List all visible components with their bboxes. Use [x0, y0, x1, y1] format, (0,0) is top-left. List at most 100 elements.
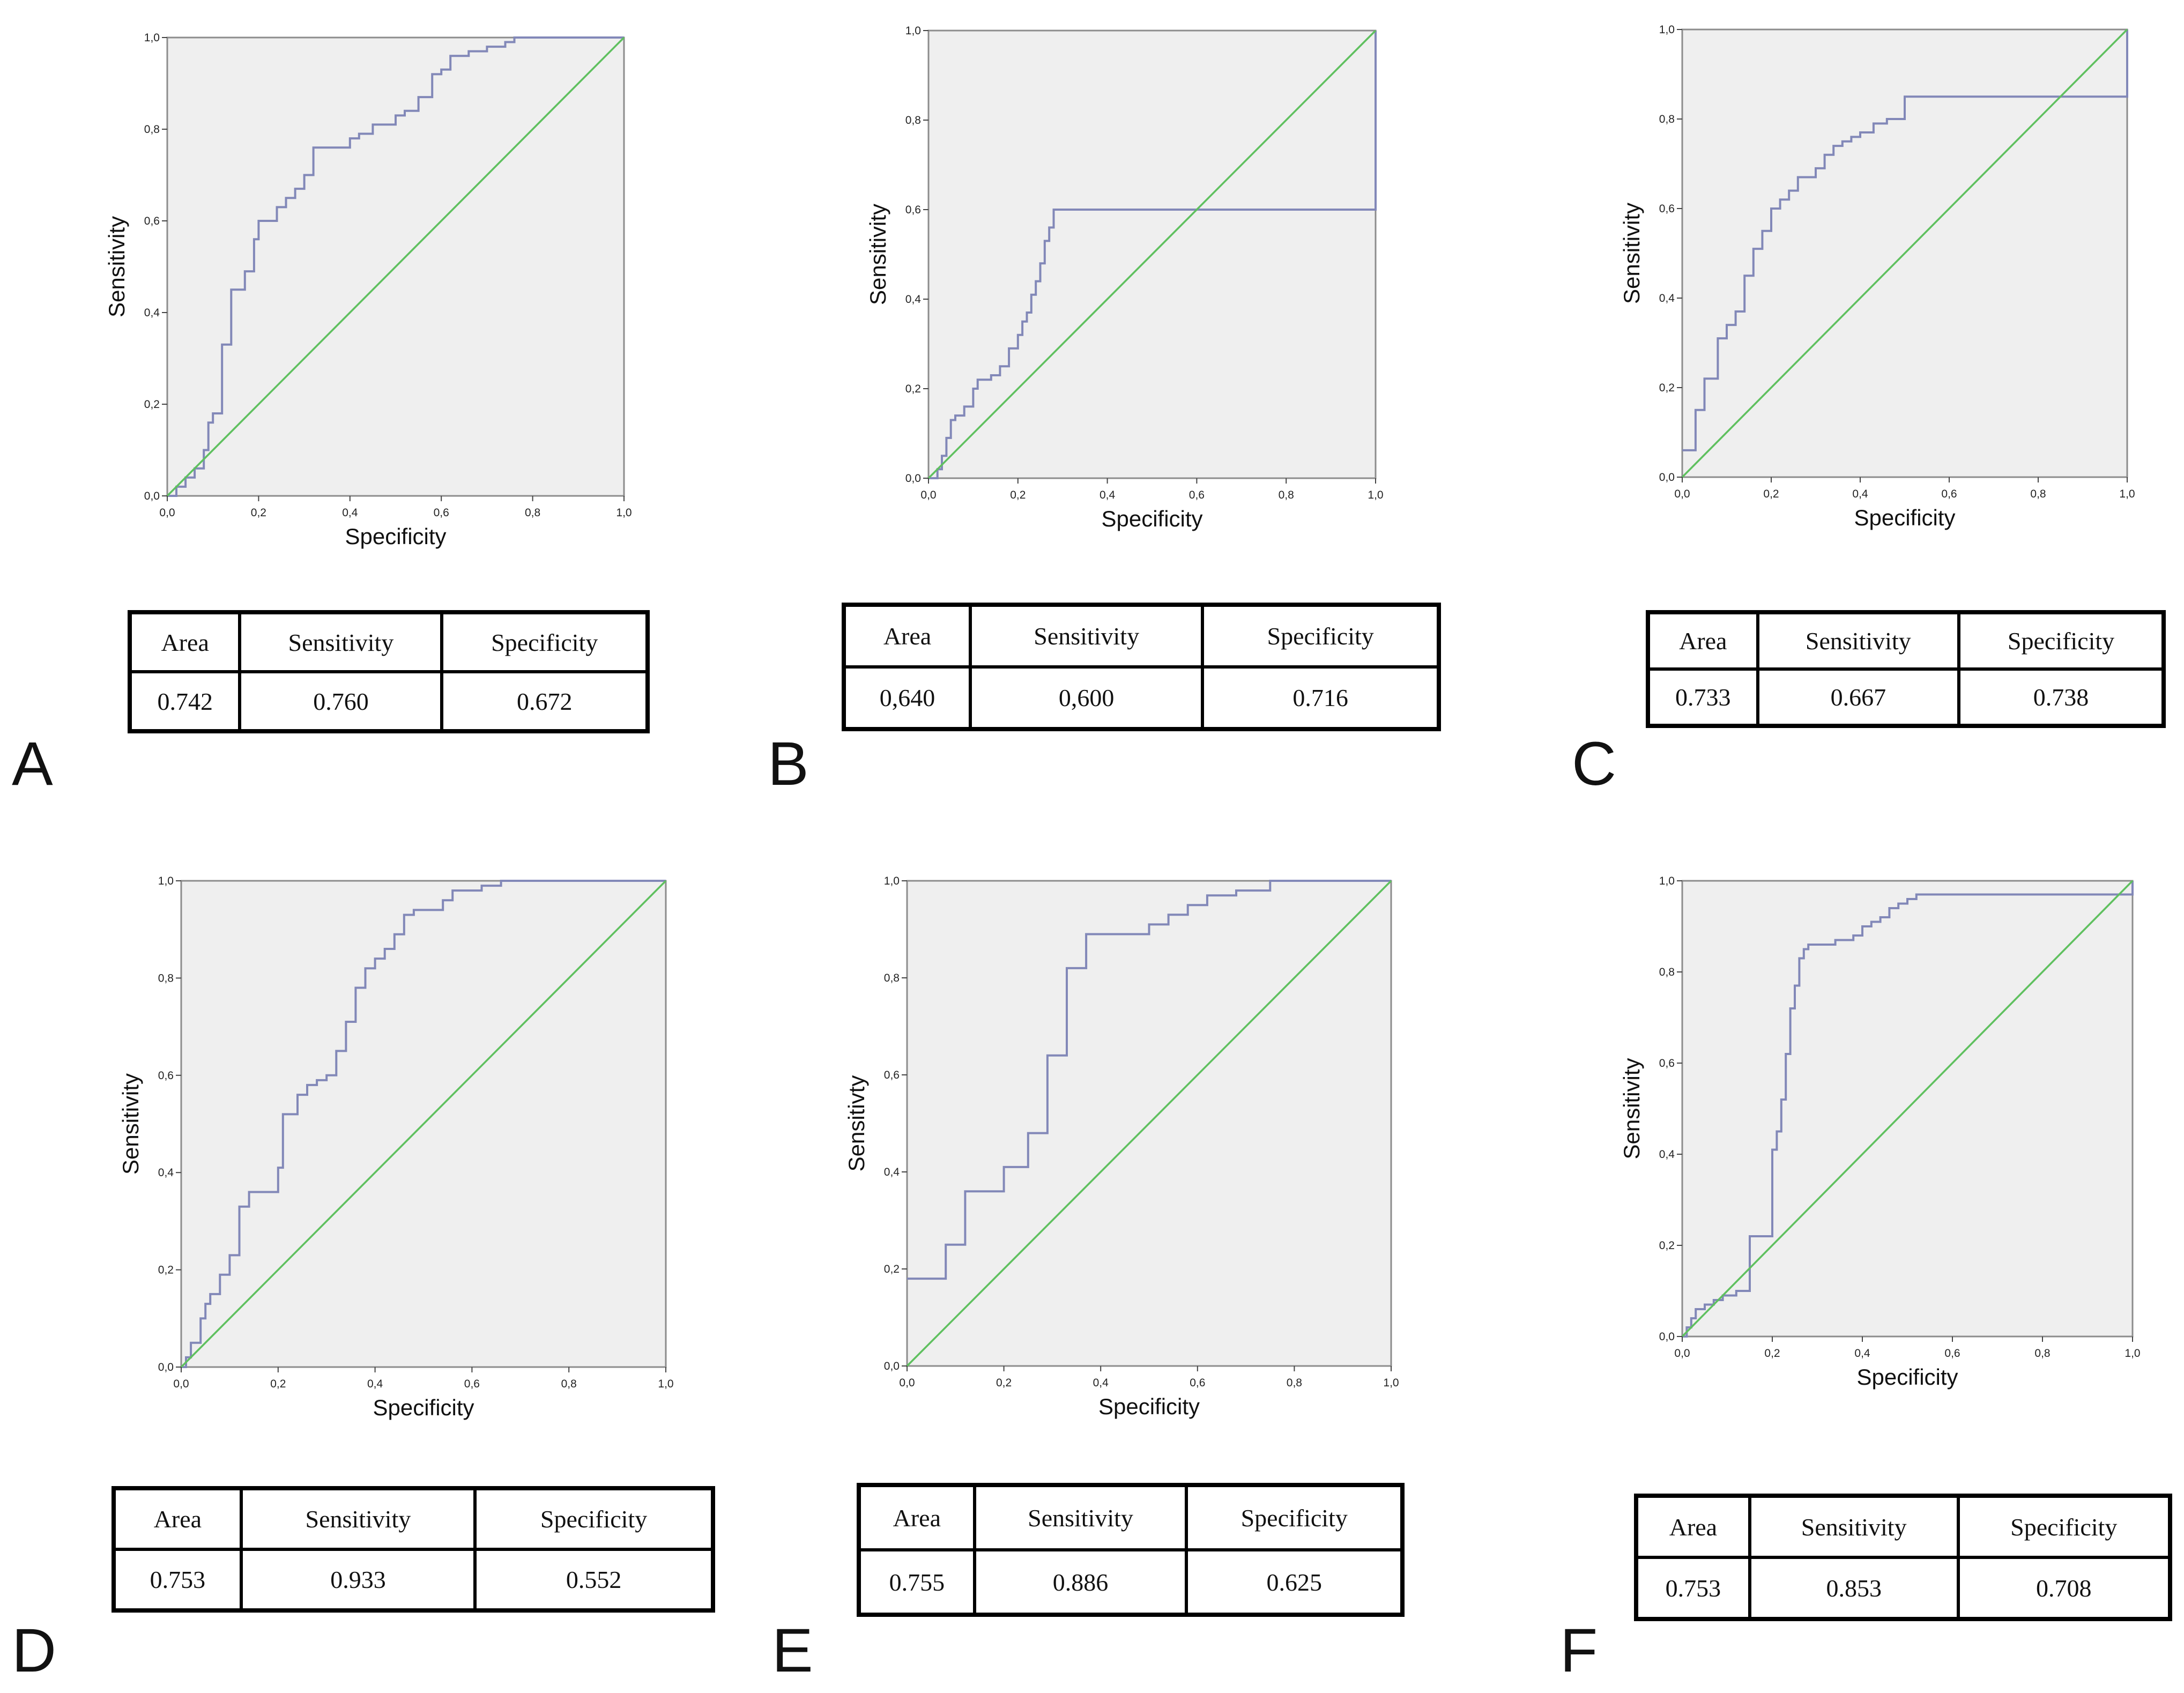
- y-tick-label: 1,0: [144, 32, 160, 44]
- y-tick-label: 0,4: [144, 307, 160, 319]
- table-header-cell: Sensitivity: [238, 611, 444, 673]
- y-tick-label: 0,4: [158, 1167, 174, 1179]
- table-header-cell: Area: [1646, 611, 1759, 671]
- x-tick-label: 0,8: [1279, 489, 1294, 501]
- x-axis-label: Specificity: [373, 1395, 474, 1420]
- x-tick-label: 0,6: [464, 1378, 480, 1390]
- x-tick-label: 0,6: [1944, 1347, 1960, 1360]
- roc-chart-d: 0,0 0,2 0,4 0,6 0,8 1,0 0,0 0,2 0,4 0,6 0,8 1,0 Spec…: [118, 875, 674, 1420]
- x-axis-label: Specificity: [1854, 505, 1955, 530]
- table-row: 0.733 0.667 0.738: [1646, 667, 2165, 727]
- x-tick-label: 1,0: [616, 507, 632, 519]
- table-value-cell: 0.753: [1635, 1556, 1751, 1621]
- table-value-cell: 0,640: [842, 665, 972, 731]
- y-tick-label: 0,6: [158, 1070, 174, 1082]
- table-value-cell: 0,600: [969, 665, 1205, 731]
- table-header-cell: Sensitivity: [972, 1483, 1188, 1551]
- reference-line-b: [927, 29, 1377, 479]
- y-tick-label: 0,8: [884, 972, 900, 984]
- table-row: 0,640 0,600 0.716: [842, 665, 1440, 731]
- table-header-cell: Specificity: [1957, 611, 2165, 671]
- y-tick-label: 0,6: [884, 1069, 900, 1081]
- x-tick-label: 0,8: [561, 1378, 577, 1390]
- reference-line-a: [166, 36, 625, 497]
- table-header-row: Area Sensitivity Specificity: [857, 1483, 1404, 1551]
- x-tick-label: 0,6: [434, 507, 449, 519]
- table-header-cell: Specificity: [1956, 1494, 2172, 1559]
- table-header-cell: Specificity: [473, 1487, 715, 1551]
- reference-line-e: [906, 880, 1392, 1367]
- table-row: 0.755 0.886 0.625: [857, 1548, 1404, 1616]
- x-tick-label: 0,4: [1852, 488, 1868, 500]
- y-tick-label: 0,0: [884, 1360, 900, 1372]
- table-value-cell: 0.552: [473, 1548, 715, 1612]
- reference-line-d: [180, 880, 667, 1368]
- y-axis-label: Sensitivity: [1619, 1058, 1644, 1159]
- stats-table-b: Area Sensitivity Specificity 0,640 0,600 0.71…: [842, 603, 1441, 731]
- table-header-cell: Specificity: [1185, 1483, 1404, 1551]
- x-tick-label: 0,8: [1287, 1377, 1302, 1389]
- x-tick-label: 1,0: [1383, 1377, 1399, 1389]
- table-row: 0.742 0.760 0.672: [128, 670, 649, 733]
- y-tick-label: 0,0: [905, 472, 921, 485]
- x-tick-label: 0,4: [367, 1378, 383, 1390]
- x-tick-label: 0,0: [899, 1377, 915, 1389]
- y-tick-label: 0,4: [905, 293, 922, 306]
- table-value-cell: 0.738: [1957, 667, 2165, 727]
- y-tick-label: 0,4: [884, 1166, 900, 1178]
- table-value-cell: 0.853: [1748, 1556, 1960, 1621]
- x-tick-label: 0,2: [270, 1378, 286, 1390]
- y-tick-label: 0,2: [905, 383, 921, 395]
- y-tick-label: 0,6: [1659, 203, 1675, 215]
- roc-chart-e: 0,0 0,2 0,4 0,6 0,8 1,0 0,0 0,2 0,4 0,6 0,8 1,0 Spec…: [844, 875, 1399, 1419]
- y-tick-label: 0,8: [158, 972, 174, 984]
- table-header-cell: Specificity: [440, 611, 649, 673]
- stats-table-d: Area Sensitivity Specificity 0.753 0.933 0.55…: [112, 1486, 715, 1613]
- y-tick-label: 0,4: [1659, 292, 1675, 305]
- table-header-cell: Area: [128, 611, 242, 673]
- x-tick-label: 0,6: [1190, 1377, 1205, 1389]
- y-tick-label: 0,2: [1659, 1239, 1675, 1252]
- panel-label-e: E: [772, 1616, 813, 1685]
- y-tick-label: 0,8: [144, 123, 160, 136]
- table-header-cell: Sensitivity: [239, 1487, 477, 1551]
- y-tick-label: 0,2: [884, 1263, 900, 1275]
- y-tick-label: 0,8: [905, 114, 921, 127]
- y-axis-label: Sensitivity: [118, 1073, 143, 1175]
- table-header-cell: Sensitivity: [1756, 611, 1961, 671]
- roc-curve-b: [928, 31, 1377, 479]
- panel-label-f: F: [1560, 1616, 1598, 1685]
- y-tick-label: 0,0: [158, 1361, 174, 1373]
- y-tick-label: 0,8: [1659, 113, 1675, 125]
- y-axis-label: Sensitivity: [865, 204, 890, 305]
- roc-curve-e: [907, 880, 1391, 1280]
- x-axis-label: Specificity: [1101, 506, 1202, 531]
- y-tick-label: 0,6: [144, 215, 160, 227]
- y-tick-label: 0,0: [1659, 1331, 1675, 1343]
- x-tick-label: 0,2: [1764, 1347, 1780, 1360]
- stats-table-e: Area Sensitivity Specificity 0.755 0.886 0.62…: [857, 1483, 1405, 1617]
- x-tick-label: 0,4: [1093, 1377, 1109, 1389]
- y-tick-label: 1,0: [905, 25, 921, 37]
- y-axis-label: Sensitivity: [104, 216, 129, 317]
- panel-label-c: C: [1572, 730, 1617, 798]
- x-tick-label: 0,0: [173, 1378, 189, 1390]
- table-header-cell: Area: [857, 1483, 976, 1551]
- table-header-cell: Area: [112, 1487, 243, 1551]
- roc-curve-c: [1682, 29, 2128, 451]
- x-tick-label: 0,6: [1941, 488, 1957, 500]
- x-tick-label: 0,2: [251, 507, 266, 519]
- reference-line-c: [1681, 28, 2128, 478]
- x-axis-label: Specificity: [1856, 1364, 1958, 1390]
- table-header-cell: Sensitivity: [969, 603, 1205, 669]
- roc-chart-b: 0,0 0,2 0,4 0,6 0,8 1,0 0,0 0,2 0,4 0,6 0,8 1,0 Spec…: [865, 25, 1384, 531]
- y-axis-label: Sensitivity: [1619, 203, 1644, 304]
- stats-table-c: Area Sensitivity Specificity 0.733 0.667 0.73…: [1646, 610, 2166, 728]
- x-tick-label: 0,2: [1010, 489, 1026, 501]
- x-tick-label: 1,0: [1368, 489, 1383, 501]
- x-tick-label: 0,8: [2030, 488, 2046, 500]
- roc-curve-a: [167, 36, 624, 497]
- x-axis-label: Specificity: [1098, 1394, 1200, 1419]
- table-value-cell: 0.755: [857, 1548, 976, 1616]
- x-tick-label: 0,0: [159, 507, 175, 519]
